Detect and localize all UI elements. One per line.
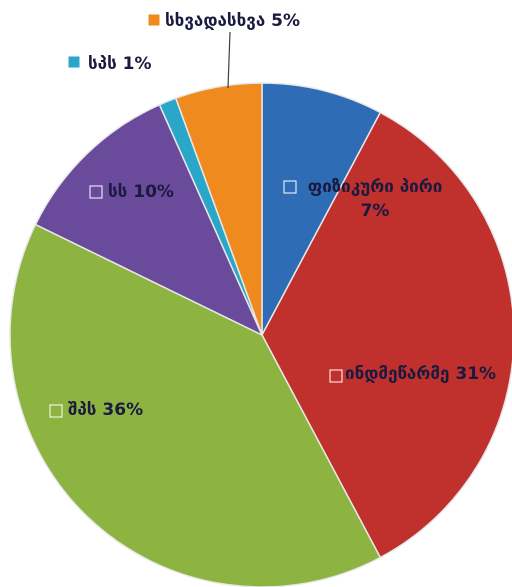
- slice-label: სპს 1%: [88, 52, 152, 76]
- slice-label: სხვადასხვა 5%: [165, 9, 300, 33]
- legend-swatch: [49, 404, 63, 418]
- value-label: 7%: [360, 201, 390, 221]
- legend-swatch: [67, 55, 81, 69]
- value-label: 1%: [122, 54, 152, 74]
- category-label: ინდმეწარმე: [345, 364, 450, 384]
- legend-swatch: [147, 13, 161, 27]
- value-label: 31%: [455, 364, 497, 384]
- value-label: 5%: [271, 11, 301, 31]
- value-label: 10%: [133, 182, 174, 202]
- pie-slice: [174, 82, 263, 336]
- slice-label: შპს 36%: [68, 398, 143, 422]
- slice-label: სს 10%: [108, 180, 174, 204]
- slice-label: ფიზიკური პირი 7%: [300, 175, 450, 223]
- leader-line: [227, 31, 231, 89]
- value-label: 36%: [102, 400, 144, 420]
- category-label: შპს: [68, 400, 97, 420]
- slice-label: ინდმეწარმე 31%: [345, 362, 496, 386]
- category-label: ფიზიკური პირი: [307, 177, 443, 197]
- category-label: სხვადასხვა: [165, 11, 266, 31]
- legend-swatch: [283, 180, 297, 194]
- legend-swatch: [329, 369, 343, 383]
- category-label: სპს: [88, 54, 117, 74]
- pie-slice: [261, 82, 382, 336]
- pie-slice: [34, 103, 264, 337]
- legend-swatch: [89, 185, 103, 199]
- pie-slice: [9, 223, 382, 587]
- category-label: სს: [108, 182, 128, 202]
- pie-slice: [261, 111, 512, 559]
